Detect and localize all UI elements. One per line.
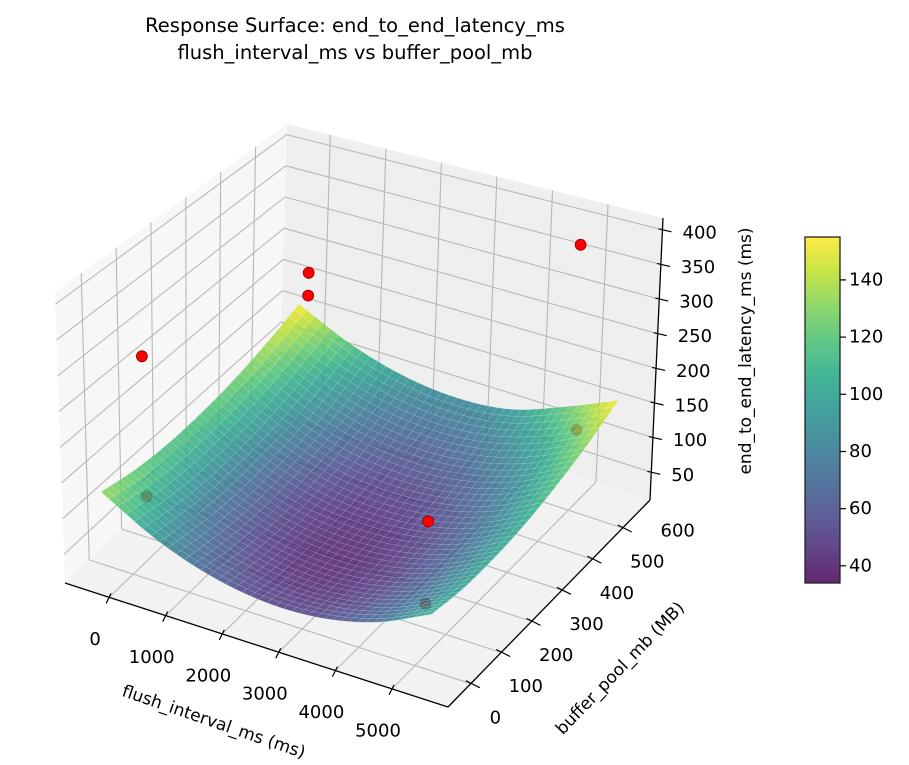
z-tick bbox=[647, 470, 661, 475]
y-tick-label: 0 bbox=[490, 707, 501, 728]
x-tick-label: 3000 bbox=[242, 684, 288, 705]
colorbar-tick-label: 140 bbox=[849, 269, 883, 290]
y-axis-line bbox=[447, 499, 651, 708]
scatter-point bbox=[302, 289, 315, 302]
z-tick bbox=[651, 366, 666, 371]
y-tick bbox=[617, 524, 632, 533]
colorbar-tick-label: 60 bbox=[849, 498, 872, 519]
colorbar-frame bbox=[804, 236, 841, 584]
gridline-z bbox=[56, 165, 287, 341]
scatter-point bbox=[574, 238, 587, 251]
gridline-x bbox=[595, 204, 609, 483]
gridline-x bbox=[486, 176, 498, 447]
y-tick-label: 300 bbox=[569, 614, 603, 635]
surface-facet bbox=[510, 524, 525, 533]
scatter-points bbox=[135, 238, 587, 528]
z-tick-label: 400 bbox=[683, 222, 717, 243]
chart-subtitle: flush_interval_ms vs buffer_pool_mb bbox=[178, 41, 533, 64]
gridline-y bbox=[89, 559, 471, 685]
y-tick-label: 400 bbox=[600, 583, 634, 604]
surface-facet bbox=[585, 427, 600, 437]
z-axis-label: end_to_end_latency_ms (ms) bbox=[736, 227, 756, 474]
gridline-z bbox=[58, 227, 285, 412]
z-tick bbox=[650, 401, 664, 406]
surface-facet bbox=[468, 569, 484, 577]
gridline-z bbox=[283, 227, 658, 335]
gridline-z bbox=[62, 321, 282, 520]
x-tick bbox=[162, 611, 169, 622]
surface-facet bbox=[524, 507, 539, 516]
gridline-y bbox=[80, 273, 90, 560]
z-tick bbox=[656, 262, 671, 267]
gridline-z bbox=[282, 290, 655, 404]
y-tick bbox=[587, 555, 602, 564]
surface-facet bbox=[422, 610, 438, 617]
x-tick bbox=[331, 666, 338, 677]
gridline-z bbox=[284, 196, 660, 300]
scatter-point bbox=[422, 515, 435, 528]
z-tick bbox=[653, 332, 667, 337]
gridline-z bbox=[61, 290, 283, 484]
z-tick bbox=[648, 436, 663, 441]
z-tick-label: 250 bbox=[678, 326, 712, 347]
colorbar: 40 60 80 100 120 140 bbox=[804, 236, 883, 584]
surface-facet bbox=[552, 472, 567, 481]
response-surface bbox=[100, 303, 619, 623]
x-tick bbox=[218, 629, 225, 641]
y-tick bbox=[556, 586, 572, 595]
x-tick-label: 4000 bbox=[298, 702, 344, 723]
surface-facet bbox=[487, 550, 502, 558]
x-tick bbox=[388, 684, 395, 696]
surface-facet bbox=[538, 490, 553, 499]
z-tick-label: 100 bbox=[673, 430, 707, 451]
z-tick bbox=[655, 297, 669, 302]
chart-title: Response Surface: end_to_end_latency_ms bbox=[145, 14, 565, 37]
gridline-z bbox=[283, 258, 657, 369]
gridline-z bbox=[57, 196, 286, 377]
scatter-point bbox=[302, 266, 315, 279]
z-tick-label: 300 bbox=[679, 292, 713, 313]
colorbar-tick-label: 100 bbox=[849, 384, 883, 405]
axes-lines bbox=[64, 217, 664, 708]
surface-facet bbox=[548, 478, 563, 487]
x-tick bbox=[105, 593, 112, 604]
y-tick bbox=[465, 680, 481, 689]
colorbar-tick-label: 120 bbox=[849, 327, 883, 348]
z-tick-label: 350 bbox=[681, 257, 715, 278]
colorbar-tick-label: 80 bbox=[849, 441, 872, 462]
x-tick-label: 2000 bbox=[185, 665, 231, 686]
gridline-x bbox=[391, 481, 597, 690]
z-axis-line bbox=[649, 217, 664, 501]
gridline-z bbox=[286, 134, 663, 231]
y-tick-label: 500 bbox=[630, 552, 664, 573]
x-axis-line bbox=[64, 582, 449, 708]
gridline-z bbox=[55, 134, 288, 305]
z-tick-label: 200 bbox=[676, 361, 710, 382]
z-tick-label: 50 bbox=[671, 465, 694, 486]
z-tick-label: 150 bbox=[675, 396, 709, 417]
y-tick-label: 600 bbox=[661, 521, 695, 542]
x-tick-label: 1000 bbox=[129, 647, 175, 668]
surface-facet bbox=[600, 406, 615, 416]
gridline-z bbox=[285, 165, 662, 265]
x-tick-label: 0 bbox=[89, 629, 100, 650]
y-tick bbox=[526, 617, 541, 626]
gridline-z bbox=[59, 258, 284, 448]
z-tick bbox=[658, 228, 672, 233]
y-tick-label: 100 bbox=[509, 676, 543, 697]
x-tick bbox=[275, 647, 282, 659]
colorbar-tick-label: 40 bbox=[849, 555, 872, 576]
scatter-point bbox=[135, 350, 148, 363]
colorbar-gradient bbox=[805, 237, 840, 583]
tick-labels: 0 1000 2000 3000 4000 5000 0 100 200 300 400 500 600… bbox=[89, 222, 716, 741]
y-tick bbox=[495, 648, 511, 658]
y-tick-label: 200 bbox=[539, 645, 573, 666]
x-tick-label: 5000 bbox=[355, 720, 401, 741]
